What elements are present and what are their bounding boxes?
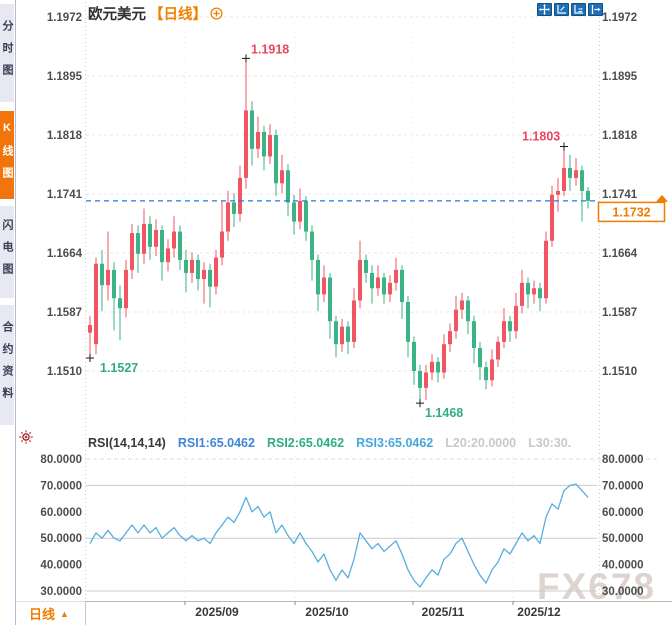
chart-header: 欧元美元 【日线】 — [88, 3, 223, 24]
extreme-markers: 1.1527 1.1918 1.1468 1.1803 — [86, 42, 568, 420]
svg-text:1.1818: 1.1818 — [602, 130, 638, 142]
expand-circle-plus-icon[interactable] — [210, 7, 223, 20]
svg-text:2025/12: 2025/12 — [517, 605, 561, 619]
rsi-l20-label: L20:20.0000 — [445, 436, 517, 450]
gridlines — [16, 2, 672, 602]
chart-toolbar — [537, 3, 603, 16]
svg-text:60.0000: 60.0000 — [602, 507, 644, 519]
svg-text:1.1732: 1.1732 — [612, 205, 650, 219]
svg-text:40.0000: 40.0000 — [602, 560, 644, 572]
svg-text:1.1741: 1.1741 — [602, 189, 638, 201]
current-price-box — [597, 201, 666, 223]
rsi3-value-label: RSI3:65.0462 — [356, 436, 434, 450]
candles-layer — [88, 58, 590, 404]
watermark: FX678 — [537, 566, 657, 607]
scroll-right-icon[interactable] — [588, 3, 603, 16]
y-axis-scale-icon[interactable] — [571, 3, 586, 16]
svg-text:1.1587: 1.1587 — [602, 307, 637, 319]
indicator-settings-icon[interactable] — [18, 429, 34, 445]
sidebar-tab-lightning-chart[interactable]: 闪电图 — [0, 206, 14, 298]
svg-text:1.1510: 1.1510 — [602, 366, 637, 378]
sidebar-tab-time-chart[interactable]: 分时图 — [0, 4, 14, 102]
svg-text:1.1527: 1.1527 — [100, 361, 138, 375]
symbol-title: 欧元美元 — [88, 7, 146, 23]
svg-text:1.1803: 1.1803 — [522, 129, 560, 143]
svg-text:50.0000: 50.0000 — [40, 533, 82, 545]
axis-labels: 1.1972 1.1972 1.1895 1.1895 1.1818 1.1818 1.17… — [40, 12, 643, 619]
svg-text:1.1587: 1.1587 — [47, 307, 82, 319]
svg-text:1.1510: 1.1510 — [47, 366, 82, 378]
svg-text:70.0000: 70.0000 — [40, 480, 82, 492]
svg-text:1.1818: 1.1818 — [47, 130, 83, 142]
svg-text:50.0000: 50.0000 — [602, 533, 644, 545]
period-label[interactable]: 【日线】 — [149, 7, 207, 23]
svg-text:80.0000: 80.0000 — [40, 454, 82, 466]
svg-text:1.1972: 1.1972 — [602, 12, 637, 24]
svg-text:60.0000: 60.0000 — [40, 507, 82, 519]
rsi-name-label: RSI(14,14,14) — [88, 436, 166, 450]
svg-text:1.1664: 1.1664 — [47, 248, 83, 260]
rsi-indicator-header: RSI(14,14,14) RSI1:65.0462 RSI2:65.0462 … — [88, 436, 571, 450]
svg-text:30.0000: 30.0000 — [602, 586, 644, 598]
svg-text:30.0000: 30.0000 — [40, 586, 82, 598]
chart-type-sidebar: 分时图 K线图 闪电图 合约资料 — [0, 0, 16, 625]
svg-text:1.1895: 1.1895 — [47, 71, 83, 83]
svg-text:1.1664: 1.1664 — [602, 248, 638, 260]
svg-text:2025/09: 2025/09 — [195, 605, 239, 619]
sidebar-tab-contract-info[interactable]: 合约资料 — [0, 305, 14, 425]
svg-text:2025/11: 2025/11 — [422, 605, 465, 619]
triangle-up-icon: ▲ — [60, 608, 69, 619]
price-up-triangle-icon — [656, 194, 668, 202]
svg-text:1.1895: 1.1895 — [602, 71, 638, 83]
rsi-line-layer — [89, 483, 589, 588]
svg-text:1.1741: 1.1741 — [47, 189, 83, 201]
bottom-bar-divider — [85, 601, 86, 625]
timeframe-selector[interactable]: 日线 ▲ — [16, 603, 84, 624]
rsi1-value-label: RSI1:65.0462 — [177, 436, 255, 450]
pan-move-icon[interactable] — [537, 3, 552, 16]
svg-text:2025/10: 2025/10 — [305, 605, 349, 619]
svg-text:40.0000: 40.0000 — [40, 560, 82, 572]
rsi-l30-label: L30:30. — [528, 436, 572, 450]
svg-text:1.1972: 1.1972 — [47, 12, 82, 24]
svg-text:1.1918: 1.1918 — [251, 42, 289, 56]
rsi2-value-label: RSI2:65.0462 — [266, 436, 345, 450]
svg-text:1.1468: 1.1468 — [425, 406, 463, 420]
timeframe-label: 日线 — [29, 607, 56, 622]
current-price-layer: 1.1732 — [86, 194, 668, 223]
fit-axes-icon[interactable] — [554, 3, 569, 16]
svg-text:70.0000: 70.0000 — [602, 480, 644, 492]
svg-text:80.0000: 80.0000 — [602, 454, 644, 466]
sidebar-tab-kline-chart[interactable]: K线图 — [0, 111, 14, 199]
